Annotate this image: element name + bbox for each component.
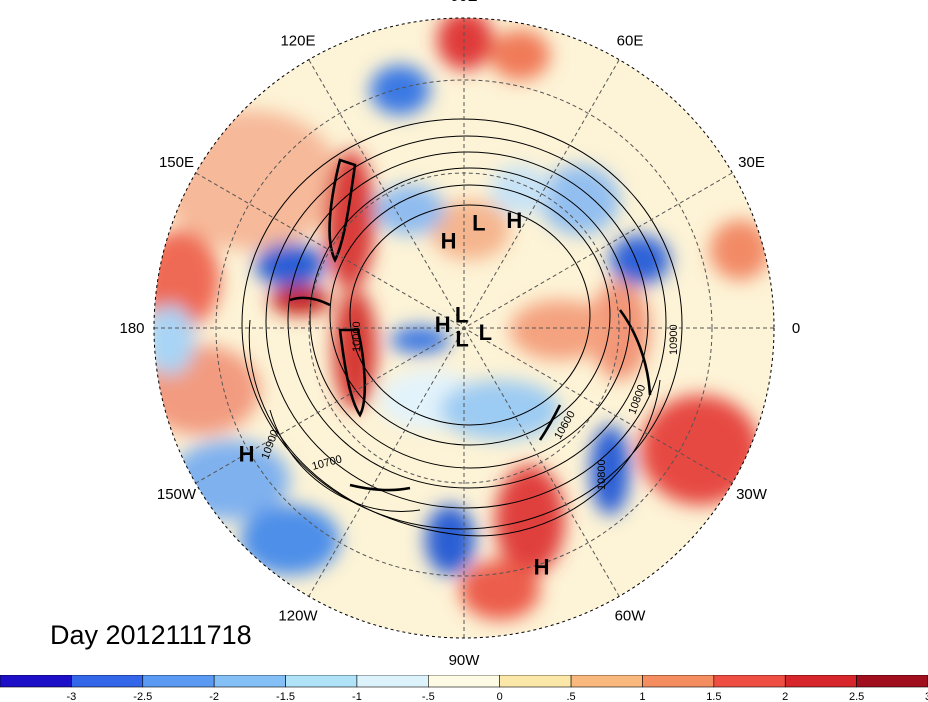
- colorbar-tick-label: 1: [639, 691, 645, 702]
- colorbar-swatch: [713, 675, 786, 688]
- colorbar-swatch: [499, 675, 572, 688]
- longitude-label: 90W: [449, 652, 481, 669]
- longitude-label: 30E: [738, 154, 765, 171]
- high-pressure-marker: H: [506, 208, 522, 233]
- longitude-label: 180: [119, 320, 144, 337]
- low-pressure-marker: L: [455, 327, 468, 352]
- colorbar-tick-label: 1.5: [706, 691, 721, 702]
- colorbar: -3 -2.5 -2 -1.5 -1 -.5 0 .5 1 1.5 2 2.5 3: [0, 675, 928, 702]
- colorbar-tick-label: -1: [352, 691, 362, 702]
- longitude-label: 90E: [451, 0, 478, 5]
- high-pressure-marker: H: [239, 442, 255, 467]
- longitude-labels: 90E 60E 30E 0 30W 60W 90W 120W 150W 180 150E 120E: [119, 0, 800, 669]
- colorbar-swatch: [570, 675, 643, 688]
- date-title: Day 2012111718: [50, 620, 252, 650]
- contour-label: 10900: [668, 324, 680, 355]
- contour-label: 10000: [351, 321, 363, 352]
- longitude-label: 120E: [280, 32, 315, 49]
- longitude-label: 150W: [157, 486, 197, 503]
- colorbar-tick-label: -.5: [422, 691, 435, 702]
- low-pressure-marker: L: [472, 210, 485, 235]
- high-pressure-marker: H: [534, 555, 550, 580]
- colorbar-swatch: [784, 675, 857, 688]
- height-contours: [241, 118, 683, 537]
- colorbar-tick-label: .5: [566, 691, 575, 702]
- longitude-label: 30W: [736, 486, 768, 503]
- colorbar-swatch: [856, 675, 928, 688]
- low-pressure-marker: L: [455, 303, 468, 328]
- colorbar-swatch: [71, 675, 144, 688]
- longitude-label: 60W: [615, 608, 647, 625]
- colorbar-swatch: [428, 675, 500, 688]
- jet-contours: [289, 158, 652, 492]
- colorbar-tick-label: 2.5: [849, 691, 864, 702]
- colorbar-swatch: [356, 675, 429, 688]
- colorbar-tick-label: -1.5: [276, 691, 295, 702]
- high-pressure-marker: H: [435, 312, 451, 337]
- contour-label: 10800: [596, 459, 608, 490]
- graticule: [154, 18, 774, 638]
- shaded-field: [154, 18, 774, 638]
- colorbar-swatch: [213, 675, 286, 688]
- longitude-label: 60E: [617, 32, 644, 49]
- low-pressure-marker: L: [479, 320, 492, 345]
- colorbar-tick-label: 3: [925, 691, 928, 702]
- colorbar-tick-label: -3: [66, 691, 76, 702]
- longitude-label: 150E: [159, 154, 194, 171]
- colorbar-swatch: [142, 675, 215, 688]
- colorbar-tick-label: -2: [209, 691, 219, 702]
- map-boundary: [153, 17, 775, 639]
- polar-stereographic-map: 90E 60E 30E 0 30W 60W 90W 120W 150W 180 150E 120E L…: [119, 0, 800, 669]
- longitude-label: 120W: [278, 608, 318, 625]
- colorbar-swatch: [0, 675, 72, 688]
- colorbar-tick-label: 0: [497, 691, 503, 702]
- colorbar-swatch: [642, 675, 715, 688]
- colorbar-tick-label: 2: [782, 691, 788, 702]
- longitude-label: 0: [792, 320, 800, 337]
- colorbar-tick-label: -2.5: [133, 691, 152, 702]
- colorbar-swatch: [285, 675, 358, 688]
- high-pressure-marker: H: [441, 228, 457, 253]
